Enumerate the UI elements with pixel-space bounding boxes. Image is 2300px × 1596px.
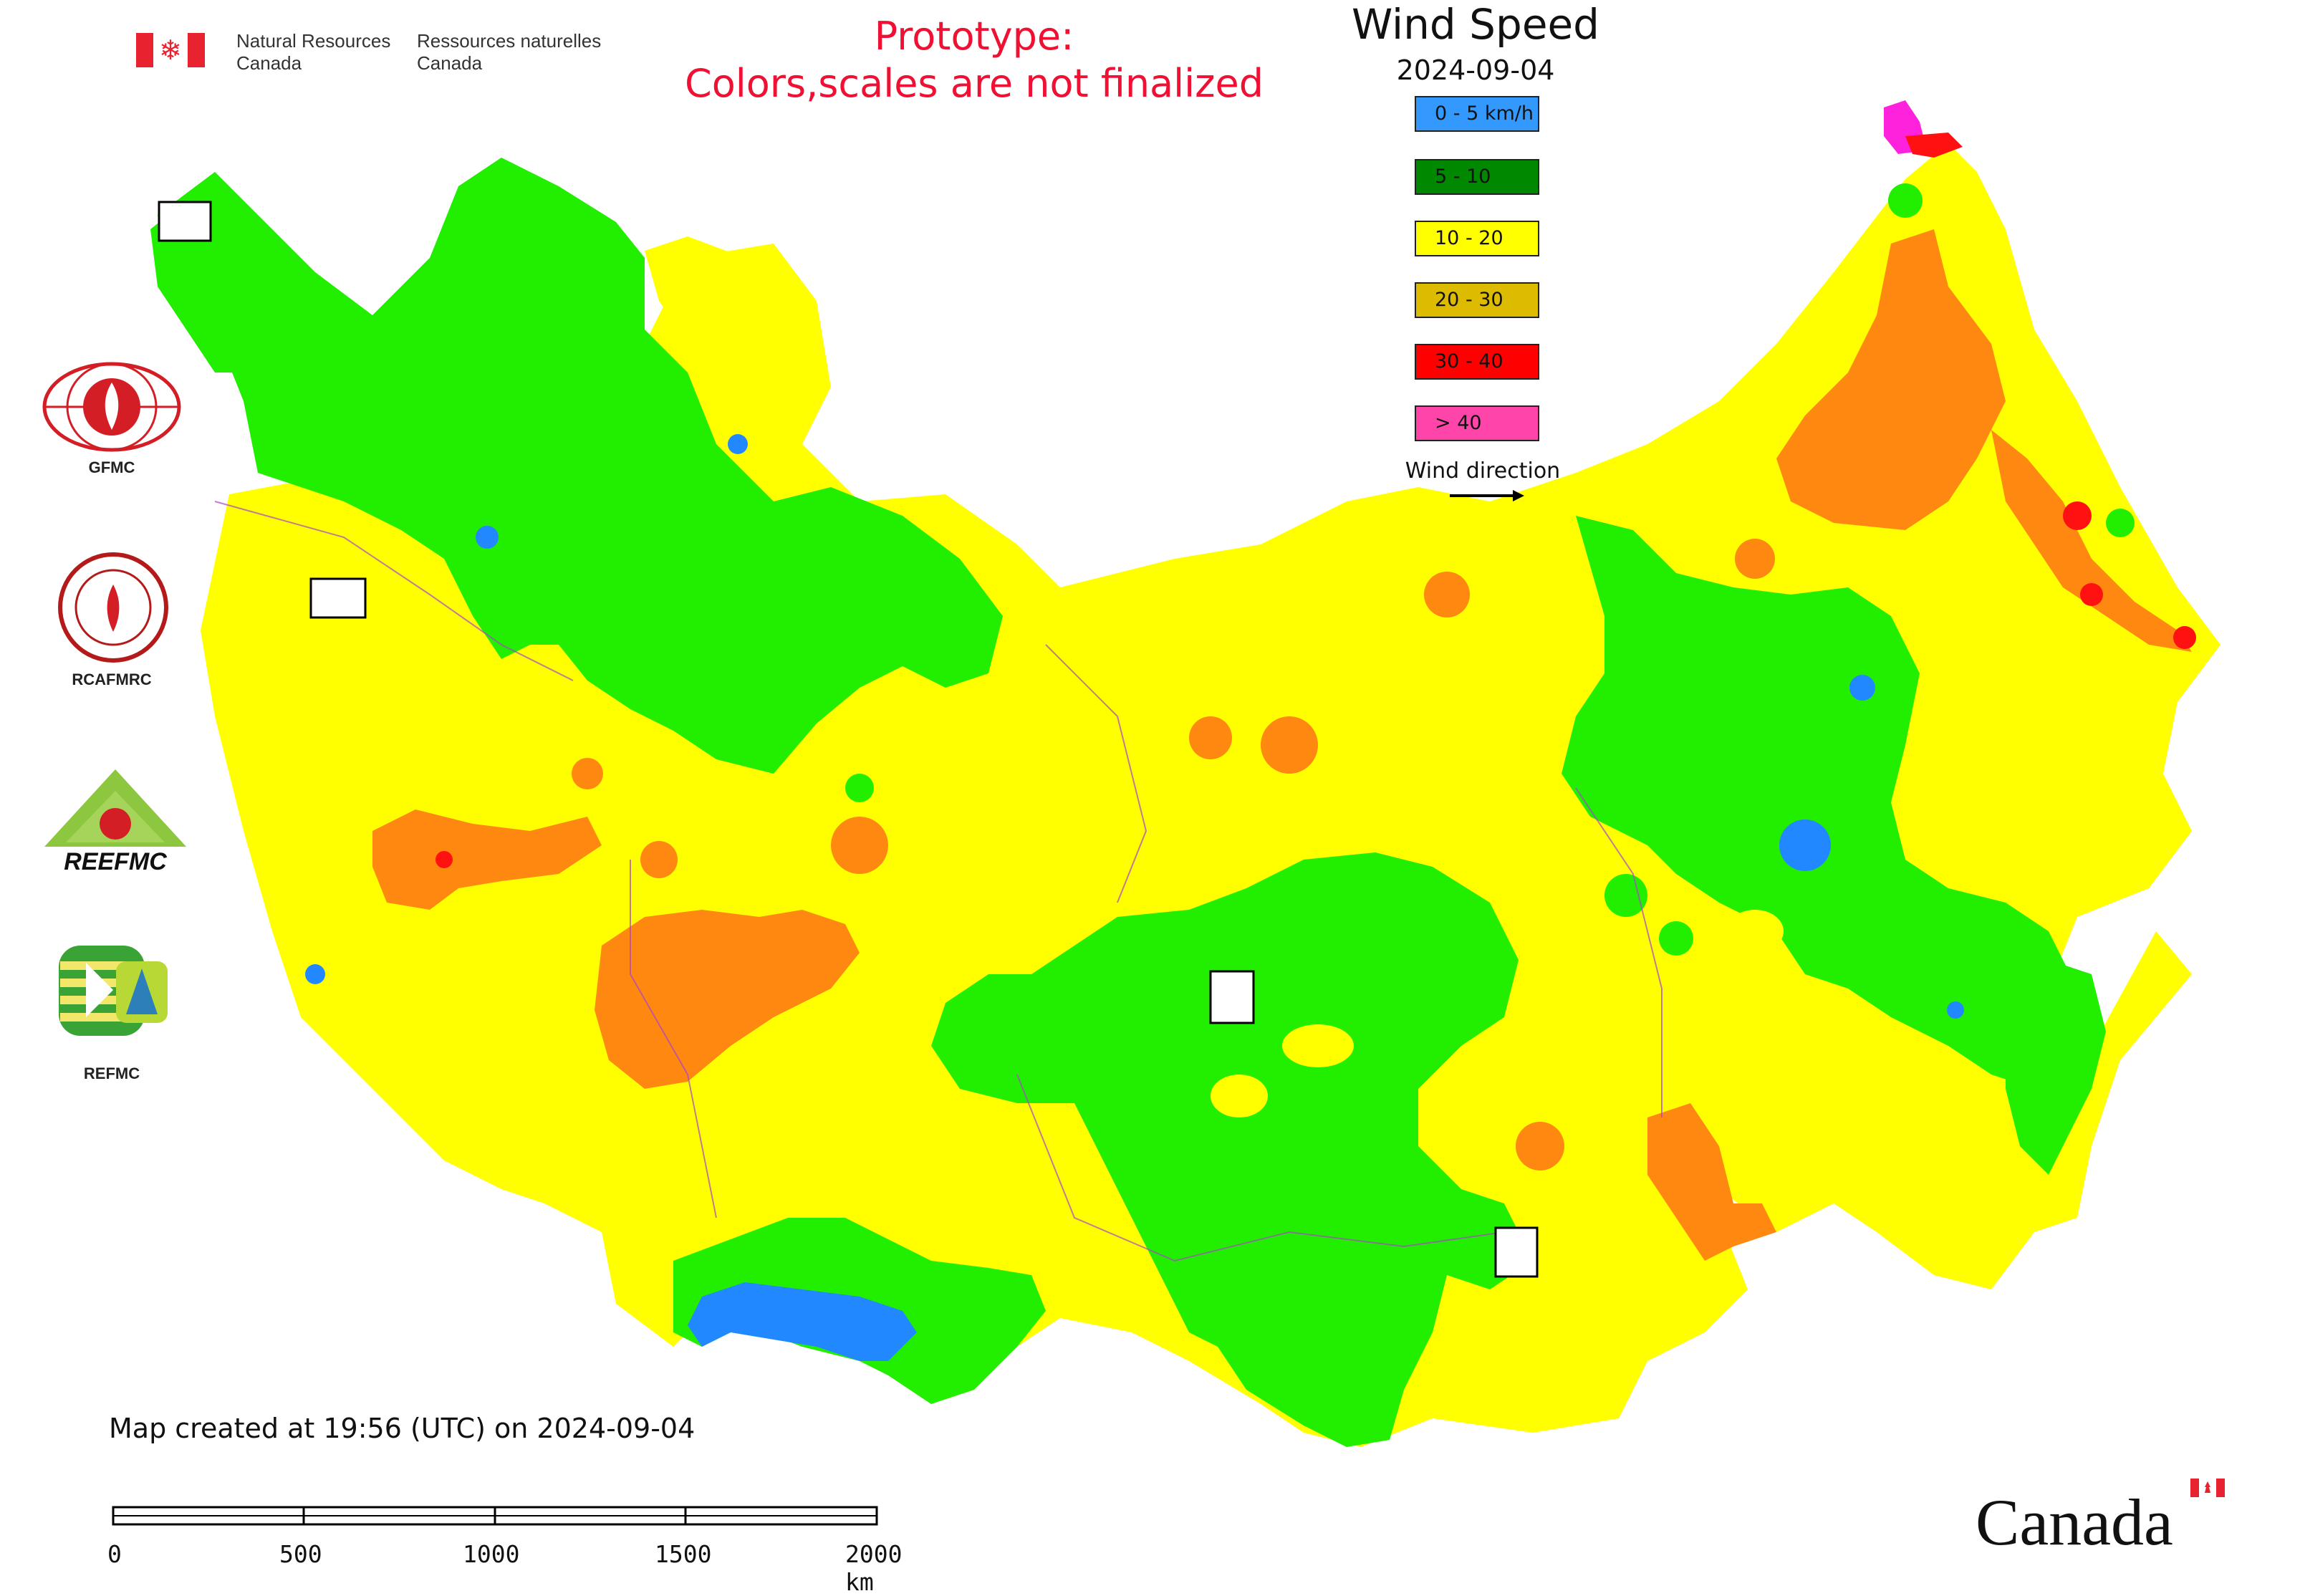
region-blue-south — [688, 1282, 917, 1361]
scale-tick-2000: 2000 km — [845, 1540, 903, 1596]
legend-item-0-5: 0 - 5 km/h — [1415, 96, 1539, 132]
scale-tick-0: 0 — [107, 1540, 122, 1568]
gfmc-logo-icon — [42, 362, 181, 452]
refmc-logo-icon — [59, 946, 168, 1036]
reefmc-label: REEFMC — [64, 848, 167, 875]
wind-direction-label: Wind direction — [1405, 458, 1561, 484]
scale-bar: 0 500 1000 1500 2000 km — [107, 1501, 902, 1596]
legend-item-5-10: 5 - 10 — [1415, 159, 1539, 195]
legend-item-10-20: 10 - 20 — [1415, 221, 1539, 256]
canada-flag-icon: ❄ — [136, 33, 205, 67]
legend-date: 2024-09-04 — [1396, 54, 1555, 86]
map-marker-gfmc — [158, 201, 212, 242]
rcafmrc-logo-icon — [58, 552, 168, 663]
gfmc-label: GFMC — [88, 458, 135, 476]
legend-title: Wind Speed — [1351, 0, 1600, 49]
scale-tick-1500: 1500 — [655, 1540, 712, 1568]
department-en-line2: Canada — [236, 52, 302, 74]
region-orange-west — [595, 910, 860, 1089]
department-fr-line1: Ressources naturelles — [417, 30, 602, 52]
region-orange-belt — [372, 809, 602, 910]
admin-borders — [214, 501, 1663, 1262]
wind-cells — [305, 183, 2196, 1170]
refmc-label: REFMC — [83, 1064, 140, 1082]
map-marker-rcafmrc — [1494, 1226, 1539, 1278]
wind-direction-arrow-icon — [1450, 490, 1524, 501]
scale-tick-500: 500 — [279, 1540, 322, 1568]
prototype-line1: Prototype: — [874, 14, 1074, 59]
prototype-line2: Colors,scales are not finalized — [685, 61, 1264, 106]
region-green-scandinavia — [150, 201, 301, 372]
canada-wordmark: Canada — [1976, 1477, 2233, 1563]
prototype-notice: Prototype: Colors,scales are not finaliz… — [630, 13, 1318, 107]
legend-item-30-40: 30 - 40 — [1415, 344, 1539, 380]
legend-item-20-30: 20 - 30 — [1415, 282, 1539, 318]
canada-wordmark-flag-icon — [2190, 1479, 2225, 1497]
department-name-french: Ressources naturelles Canada — [417, 30, 601, 74]
legend-item-over-40: > 40 — [1415, 405, 1539, 441]
region-green-central — [931, 852, 1533, 1447]
reefmc-logo-icon — [43, 769, 188, 871]
map-created-timestamp: Map created at 19:56 (UTC) on 2024-09-04 — [109, 1413, 696, 1444]
map-marker-reefmc — [309, 577, 367, 619]
government-signature: ❄ Natural Resources Canada Ressources na… — [136, 30, 609, 80]
department-en-line1: Natural Resources — [236, 30, 391, 52]
canada-wordmark-text: Canada — [1976, 1486, 2173, 1559]
region-green-west — [158, 158, 1003, 774]
region-red-chukotka — [1905, 133, 1963, 158]
region-orange-northeast — [1776, 229, 2006, 530]
region-green-fareast — [2006, 946, 2106, 1175]
scale-bar-graphic — [112, 1506, 878, 1526]
department-fr-line2: Canada — [417, 52, 483, 74]
region-orange-amur — [1647, 1103, 1776, 1261]
rcafmrc-label: RCAFMRC — [72, 670, 152, 688]
scale-tick-1000: 1000 — [463, 1540, 520, 1568]
map-marker-refmc — [1209, 970, 1255, 1024]
region-green-east — [1562, 516, 2077, 1089]
department-name-english: Natural Resources Canada — [236, 30, 390, 74]
region-yellow-kola — [645, 236, 817, 487]
region-orange-kamchatka — [1991, 430, 2192, 652]
